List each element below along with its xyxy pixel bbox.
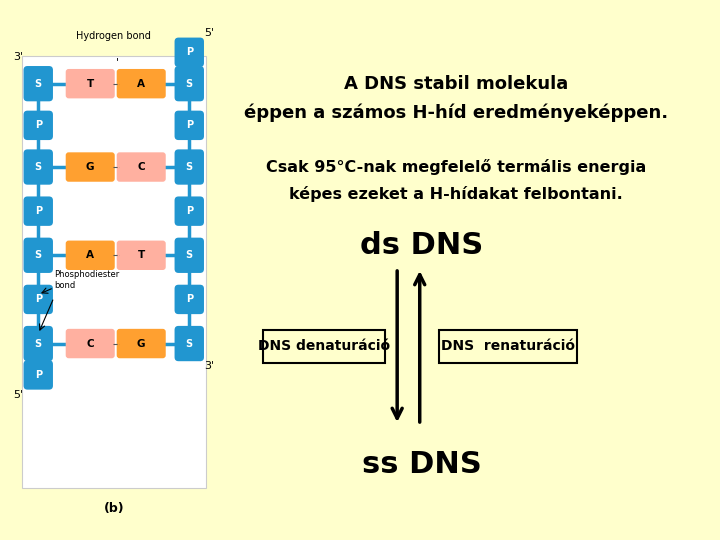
Text: A DNS stabil molekula: A DNS stabil molekula <box>344 75 568 93</box>
Bar <box>22 56 206 488</box>
Text: 5': 5' <box>14 390 24 400</box>
FancyBboxPatch shape <box>24 285 53 314</box>
Text: P: P <box>186 206 193 216</box>
FancyBboxPatch shape <box>174 326 204 361</box>
FancyBboxPatch shape <box>24 326 53 361</box>
FancyBboxPatch shape <box>24 197 53 226</box>
Text: P: P <box>186 294 193 305</box>
FancyBboxPatch shape <box>24 66 53 102</box>
FancyBboxPatch shape <box>66 69 114 98</box>
FancyBboxPatch shape <box>174 238 204 273</box>
Bar <box>263 330 385 363</box>
FancyBboxPatch shape <box>174 197 204 226</box>
FancyBboxPatch shape <box>117 69 166 98</box>
Text: DNS denaturáció: DNS denaturáció <box>258 340 390 354</box>
Text: Phosphodiester
bond: Phosphodiester bond <box>54 270 120 289</box>
Text: T: T <box>86 79 94 89</box>
Text: DNS  renaturáció: DNS renaturáció <box>441 340 575 354</box>
FancyBboxPatch shape <box>117 329 166 358</box>
Text: G: G <box>86 162 94 172</box>
Text: S: S <box>35 79 42 89</box>
FancyBboxPatch shape <box>174 38 204 67</box>
Text: C: C <box>86 339 94 348</box>
Text: S: S <box>186 79 193 89</box>
Text: P: P <box>186 48 193 57</box>
FancyBboxPatch shape <box>24 111 53 140</box>
Text: 3': 3' <box>14 52 24 62</box>
FancyBboxPatch shape <box>174 111 204 140</box>
Text: A: A <box>86 250 94 260</box>
Text: P: P <box>35 294 42 305</box>
Text: P: P <box>186 120 193 130</box>
Text: ss DNS: ss DNS <box>362 450 482 478</box>
FancyBboxPatch shape <box>66 152 114 182</box>
Text: Hydrogen bond: Hydrogen bond <box>76 31 151 40</box>
Bar <box>439 330 577 363</box>
Text: éppen a számos H-híd eredményeképpen.: éppen a számos H-híd eredményeképpen. <box>244 104 668 123</box>
Text: 3': 3' <box>204 361 214 371</box>
Text: P: P <box>35 120 42 130</box>
Text: S: S <box>35 250 42 260</box>
FancyBboxPatch shape <box>24 150 53 185</box>
FancyBboxPatch shape <box>117 152 166 182</box>
FancyBboxPatch shape <box>174 285 204 314</box>
Text: S: S <box>186 250 193 260</box>
FancyBboxPatch shape <box>66 329 114 358</box>
Text: Csak 95°C-nak megfelelő termális energia: Csak 95°C-nak megfelelő termális energia <box>266 159 646 175</box>
Text: 5': 5' <box>204 28 214 38</box>
FancyBboxPatch shape <box>174 150 204 185</box>
Text: képes ezeket a H-hídakat felbontani.: képes ezeket a H-hídakat felbontani. <box>289 186 623 201</box>
Text: S: S <box>35 162 42 172</box>
FancyBboxPatch shape <box>174 66 204 102</box>
FancyBboxPatch shape <box>24 360 53 390</box>
Text: P: P <box>35 370 42 380</box>
FancyBboxPatch shape <box>24 238 53 273</box>
Text: P: P <box>35 206 42 216</box>
Text: S: S <box>186 339 193 348</box>
Text: (b): (b) <box>104 502 124 515</box>
Text: ds DNS: ds DNS <box>360 231 483 260</box>
Text: T: T <box>138 250 145 260</box>
FancyBboxPatch shape <box>66 241 114 270</box>
FancyBboxPatch shape <box>117 241 166 270</box>
Text: S: S <box>186 162 193 172</box>
Text: ': ' <box>116 57 119 67</box>
Text: A: A <box>138 79 145 89</box>
Text: G: G <box>137 339 145 348</box>
Text: S: S <box>35 339 42 348</box>
Text: C: C <box>138 162 145 172</box>
